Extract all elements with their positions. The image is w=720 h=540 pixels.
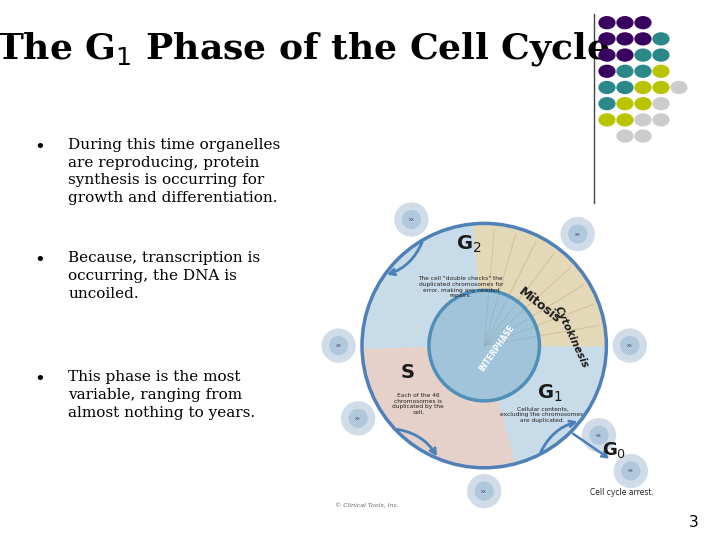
Text: Each of the 46
chromosomes is
duplicated by the
cell.: Each of the 46 chromosomes is duplicated… — [392, 393, 444, 415]
Circle shape — [617, 33, 633, 45]
Circle shape — [653, 65, 669, 77]
Circle shape — [569, 225, 587, 243]
Wedge shape — [362, 346, 516, 468]
Circle shape — [349, 409, 367, 428]
Circle shape — [653, 49, 669, 61]
Text: xx: xx — [408, 217, 414, 222]
Text: The cell "double checks" the
duplicated chromosomes for
error, making any needed: The cell "double checks" the duplicated … — [418, 276, 503, 299]
Circle shape — [653, 98, 669, 110]
Circle shape — [599, 33, 615, 45]
Circle shape — [599, 49, 615, 61]
Circle shape — [653, 114, 669, 126]
Circle shape — [635, 98, 651, 110]
Text: INTERPHASE: INTERPHASE — [477, 323, 516, 373]
Circle shape — [617, 82, 633, 93]
Text: xx: xx — [575, 232, 580, 237]
Circle shape — [402, 211, 420, 228]
Circle shape — [617, 65, 633, 77]
Text: xx: xx — [355, 416, 361, 421]
Text: xx: xx — [628, 469, 634, 474]
Text: •: • — [35, 138, 45, 156]
Circle shape — [362, 224, 606, 468]
Circle shape — [617, 114, 633, 126]
Circle shape — [614, 455, 647, 488]
Circle shape — [653, 33, 669, 45]
Text: Cellular contents,
excluding the chromosomes,
are duplicated.: Cellular contents, excluding the chromos… — [500, 407, 585, 423]
Text: Cell cycle arrest.: Cell cycle arrest. — [590, 488, 654, 497]
Text: Because, transcription is
occurring, the DNA is
uncoiled.: Because, transcription is occurring, the… — [68, 251, 261, 301]
Circle shape — [322, 329, 355, 362]
Text: G$_2$: G$_2$ — [456, 234, 481, 255]
Text: This phase is the most
variable, ranging from
almost nothing to years.: This phase is the most variable, ranging… — [68, 370, 256, 420]
Circle shape — [635, 114, 651, 126]
Circle shape — [635, 49, 651, 61]
Circle shape — [599, 65, 615, 77]
Wedge shape — [484, 335, 606, 464]
Circle shape — [617, 17, 633, 29]
Circle shape — [635, 17, 651, 29]
Circle shape — [582, 418, 616, 451]
Circle shape — [590, 426, 608, 444]
Circle shape — [475, 482, 493, 500]
Text: xx: xx — [627, 343, 633, 348]
Circle shape — [621, 336, 639, 355]
Text: xx: xx — [596, 433, 602, 438]
Text: G$_1$: G$_1$ — [537, 383, 563, 404]
Circle shape — [429, 291, 539, 401]
Circle shape — [599, 98, 615, 110]
Circle shape — [562, 218, 594, 251]
Text: •: • — [35, 251, 45, 269]
Text: S: S — [401, 363, 415, 382]
Text: xx: xx — [336, 343, 341, 348]
Circle shape — [617, 98, 633, 110]
Circle shape — [622, 462, 640, 480]
Circle shape — [617, 130, 633, 142]
Text: G$_0$: G$_0$ — [602, 440, 626, 460]
Text: Cytokinesis: Cytokinesis — [553, 305, 590, 369]
Circle shape — [617, 49, 633, 61]
Circle shape — [342, 402, 374, 435]
Circle shape — [613, 329, 647, 362]
Circle shape — [635, 130, 651, 142]
Wedge shape — [362, 224, 484, 350]
Circle shape — [671, 82, 687, 93]
Circle shape — [330, 336, 348, 355]
Text: 3: 3 — [688, 515, 698, 530]
Text: Mitosis: Mitosis — [516, 285, 563, 326]
Wedge shape — [474, 224, 606, 346]
Circle shape — [635, 65, 651, 77]
Text: © Clinical Tools, Inc.: © Clinical Tools, Inc. — [336, 502, 400, 508]
Circle shape — [599, 17, 615, 29]
Circle shape — [599, 82, 615, 93]
Text: The G$_1$ Phase of the Cell Cycle: The G$_1$ Phase of the Cell Cycle — [0, 30, 609, 68]
Circle shape — [395, 203, 428, 236]
Circle shape — [635, 82, 651, 93]
Text: xx: xx — [482, 489, 487, 494]
Circle shape — [468, 475, 500, 508]
Circle shape — [429, 291, 539, 401]
Circle shape — [599, 114, 615, 126]
Text: During this time organelles
are reproducing, protein
synthesis is occurring for
: During this time organelles are reproduc… — [68, 138, 281, 205]
Circle shape — [653, 82, 669, 93]
Circle shape — [635, 33, 651, 45]
Text: •: • — [35, 370, 45, 388]
